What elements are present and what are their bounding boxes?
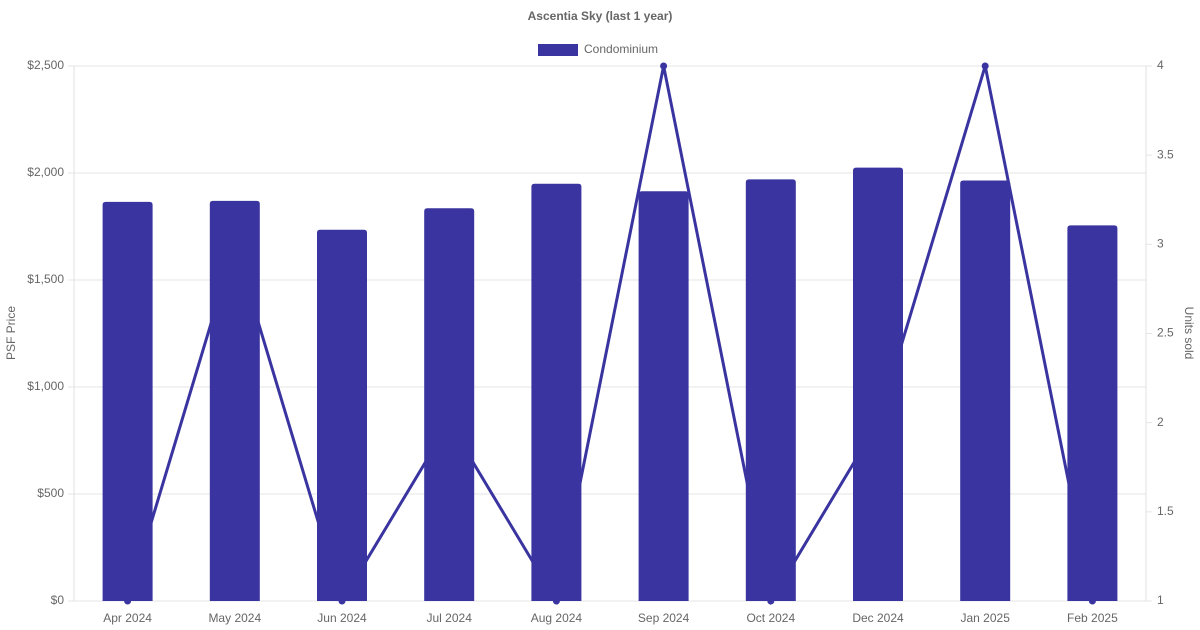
bar: [1067, 225, 1118, 601]
y-tick-label: $500: [37, 486, 64, 500]
x-tick-label: Jun 2024: [317, 611, 367, 625]
line: [126, 65, 1094, 606]
bar: [102, 201, 153, 601]
y-tick-label: $1,500: [27, 272, 64, 286]
x-tick-label: Jul 2024: [427, 611, 473, 625]
y2-tick-label: 4: [1157, 58, 1164, 72]
y2-tick-label: 3: [1157, 237, 1164, 251]
legend-swatch: [538, 44, 578, 56]
bar: [209, 200, 260, 601]
x-tick-label: Sep 2024: [638, 611, 690, 625]
x-tick-label: Apr 2024: [103, 611, 152, 625]
y2-tick-label: 3.5: [1157, 147, 1174, 161]
x-tick-label: Oct 2024: [746, 611, 795, 625]
y-axis-label: PSF Price: [4, 306, 18, 360]
bar: [638, 191, 689, 601]
y-tick-label: $1,000: [27, 379, 64, 393]
y2-tick-label: 1: [1157, 593, 1164, 607]
legend-label: Condominium: [584, 42, 658, 56]
chart-title: Ascentia Sky (last 1 year): [528, 9, 673, 23]
bar: [424, 208, 475, 601]
y2-tick-label: 2.5: [1157, 326, 1174, 340]
y-tick-label: $2,000: [27, 165, 64, 179]
bar: [531, 183, 582, 601]
y2-axis-label: Units sold: [1182, 307, 1196, 360]
bar: [853, 167, 903, 601]
y2-tick-label: 2: [1157, 415, 1164, 429]
bar: [960, 180, 1011, 602]
line-point: [660, 62, 668, 70]
x-tick-label: Dec 2024: [852, 611, 904, 625]
x-tick-label: Feb 2025: [1067, 611, 1118, 625]
x-tick-label: Jan 2025: [961, 611, 1011, 625]
x-tick-label: Aug 2024: [531, 611, 583, 625]
bar: [745, 179, 796, 602]
y-tick-label: $2,500: [27, 58, 64, 72]
y2-tick-label: 1.5: [1157, 504, 1174, 518]
bar: [317, 229, 367, 601]
line-point: [981, 62, 989, 70]
y-tick-label: $0: [51, 593, 65, 607]
x-tick-label: May 2024: [208, 611, 261, 625]
